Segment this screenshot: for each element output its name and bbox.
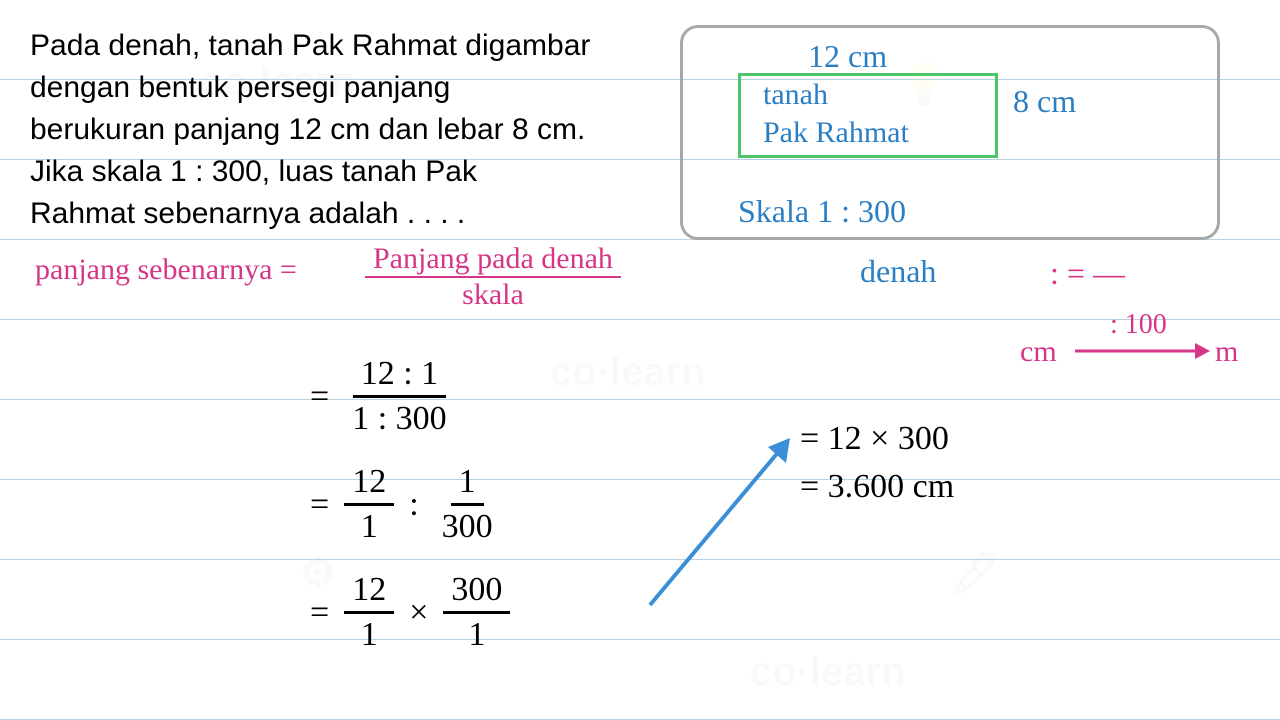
formula-fraction: Panjang pada denah skala — [365, 242, 621, 312]
height-dimension: 8 cm — [1013, 83, 1076, 120]
unit-conversion-annotation: cm : 100 m — [1020, 335, 1057, 369]
calc-step-2: = 12 1 : 1 300 — [310, 463, 510, 546]
result-line-2: = 3.600 cm — [800, 468, 954, 506]
problem-line: Jika skala 1 : 300, luas tanah Pak — [30, 151, 650, 193]
problem-line: Rahmat sebenarnya adalah . . . . — [30, 193, 650, 235]
problem-statement: Pada denah, tanah Pak Rahmat digambar de… — [30, 25, 650, 235]
width-dimension: 12 cm — [808, 38, 887, 75]
result-line-1: = 12 × 300 — [800, 420, 954, 458]
land-label: tanah Pak Rahmat — [763, 76, 909, 151]
problem-line: berukuran panjang 12 cm dan lebar 8 cm. — [30, 109, 650, 151]
result-area: = 12 × 300 = 3.600 cm — [800, 420, 954, 516]
divide-equals-annotation: : = — — [1050, 255, 1125, 292]
diagram-container: 12 cm tanah Pak Rahmat 8 cm Skala 1 : 30… — [680, 25, 1220, 240]
scale-label: Skala 1 : 300 — [738, 193, 906, 230]
m-label: m — [1215, 335, 1238, 369]
formula-denominator: skala — [365, 278, 621, 312]
divide-100-label: : 100 — [1110, 309, 1167, 341]
problem-line: dengan bentuk persegi panjang — [30, 67, 650, 109]
formula-lhs: panjang sebenarnya = — [35, 253, 297, 287]
denah-annotation: denah — [860, 253, 936, 290]
formula-numerator: Panjang pada denah — [365, 242, 621, 278]
calculation-steps: = 12 : 1 1 : 300 = 12 1 : 1 300 = 12 1 — [310, 355, 510, 679]
cm-label: cm — [1020, 335, 1057, 368]
arrow-to-result-icon — [640, 435, 800, 615]
calc-step-3: = 12 1 × 300 1 — [310, 571, 510, 654]
calc-step-1: = 12 : 1 1 : 300 — [310, 355, 510, 438]
problem-line: Pada denah, tanah Pak Rahmat digambar — [30, 25, 650, 67]
